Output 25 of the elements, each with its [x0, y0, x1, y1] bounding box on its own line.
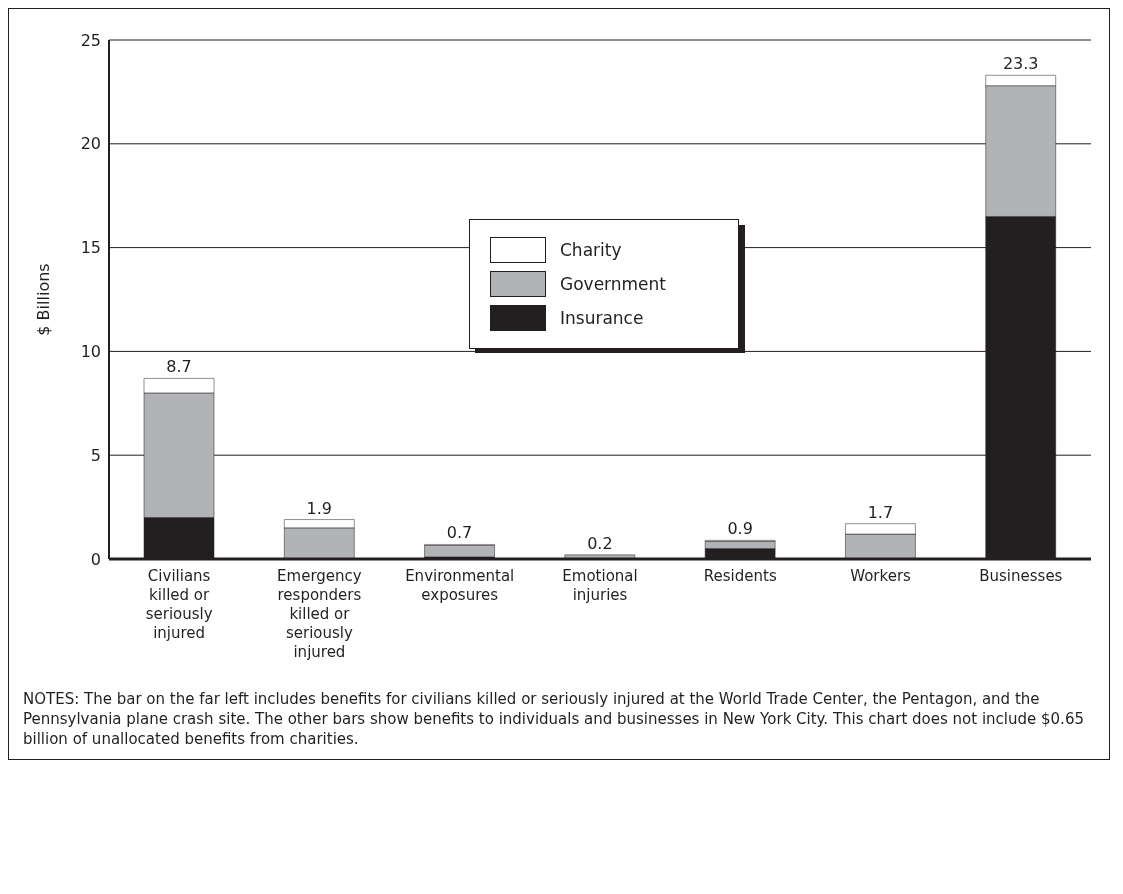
- total-label: 0.7: [446, 523, 473, 543]
- y-tick-label: 25: [80, 30, 101, 50]
- total-label: 1.9: [306, 498, 333, 518]
- total-label: 0.2: [587, 533, 613, 553]
- y-tick-label: 5: [90, 445, 101, 465]
- y-tick-label: 10: [80, 342, 101, 362]
- x-tick-label: Civilians killed or seriously injured: [145, 567, 213, 642]
- x-tick-label: Emotional injuries: [562, 567, 638, 604]
- total-label: 1.7: [867, 502, 894, 522]
- total-label: 0.9: [727, 519, 753, 539]
- total-label: 23.3: [1002, 54, 1039, 74]
- y-tick-label: 20: [80, 134, 101, 154]
- total-label: 8.7: [166, 357, 192, 377]
- y-tick-label: 15: [80, 238, 101, 258]
- legend-label: Charity: [560, 240, 622, 260]
- x-tick-label: Workers: [850, 567, 912, 585]
- y-tick-label: 0: [90, 549, 101, 569]
- x-tick-label: Environmental exposures: [405, 567, 515, 604]
- x-tick-label: Emergency responders killed or seriously injured: [277, 567, 362, 661]
- x-tick-label: Businesses: [979, 567, 1063, 585]
- y-axis-title: $ Billions: [33, 263, 53, 336]
- text: NOTES: The bar on the far left includes benefits for civilians killed or seriously injured at the World Trade Center, the Pentagon, and the Pennsylvania plane crash site. The other bars show benefits to individuals and businesses in New York City. This chart does not include $0.65 billion of unallocated benefits from charities.: [22, 689, 1085, 750]
- legend-label: Government: [560, 274, 667, 294]
- x-tick-label: Residents: [703, 567, 777, 585]
- legend-label: Insurance: [560, 308, 644, 328]
